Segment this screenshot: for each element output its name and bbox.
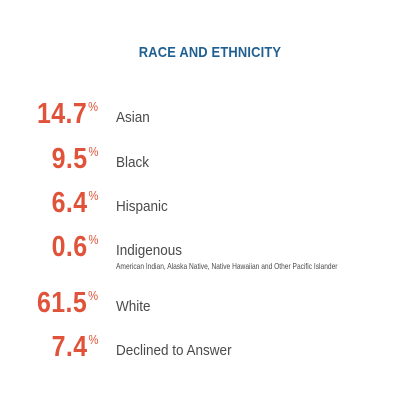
stat-row-white: 61.5 % White	[0, 288, 420, 332]
stat-label: Hispanic	[116, 198, 168, 215]
stat-label: White	[116, 298, 151, 315]
stat-percentage: 6.4 %	[51, 188, 98, 218]
stat-percentage: 9.5 %	[51, 144, 98, 174]
stat-percentage: 14.7 %	[37, 99, 98, 129]
stat-value: 0.6	[51, 231, 88, 263]
percent-sign: %	[88, 99, 98, 114]
stat-value: 6.4	[51, 187, 88, 219]
stat-sublabel: American Indian, Alaska Native, Native H…	[116, 261, 338, 271]
stat-value: 14.7	[36, 98, 88, 130]
stat-value: 61.5	[36, 287, 88, 319]
stat-row-declined: 7.4 % Declined to Answer	[0, 332, 420, 376]
percent-sign: %	[88, 288, 98, 303]
stat-label: Declined to Answer	[116, 342, 232, 359]
stat-label: Asian	[116, 109, 150, 126]
stat-label: Indigenous	[116, 242, 183, 259]
stat-percentage: 7.4 %	[51, 332, 98, 362]
section-title: RACE AND ETHNICITY	[138, 44, 282, 61]
stat-percentage: 61.5 %	[37, 288, 98, 318]
percent-sign: %	[88, 144, 98, 159]
stat-row-asian: 14.7 % Asian	[0, 99, 420, 143]
stat-row-black: 9.5 % Black	[0, 144, 420, 188]
stat-label: Black	[116, 154, 150, 171]
percent-sign: %	[88, 188, 98, 203]
percent-sign: %	[88, 232, 98, 247]
stat-value: 7.4	[51, 331, 88, 363]
percent-sign: %	[88, 332, 98, 347]
stat-row-hispanic: 6.4 % Hispanic	[0, 188, 420, 232]
stat-row-indigenous: 0.6 % Indigenous American Indian, Alaska…	[0, 232, 420, 276]
stat-value: 9.5	[51, 143, 88, 175]
stat-percentage: 0.6 %	[51, 232, 98, 262]
